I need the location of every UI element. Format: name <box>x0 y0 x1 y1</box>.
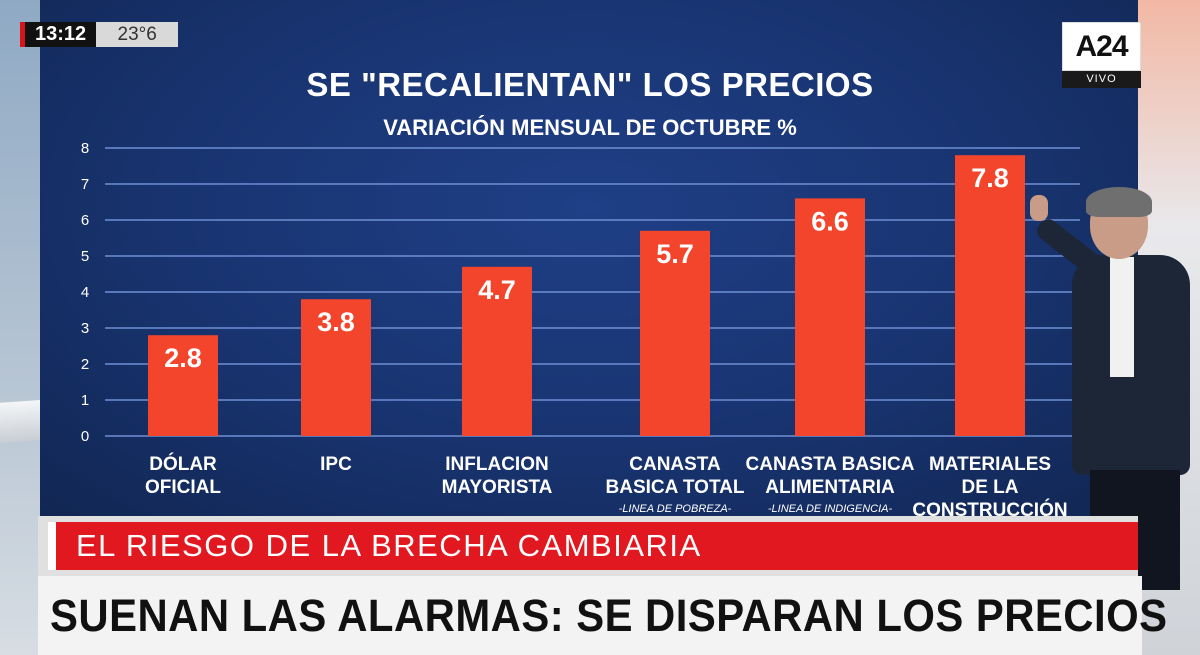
studio-background-left <box>0 0 40 655</box>
category-label: MAYORISTA <box>442 477 553 498</box>
y-axis-ticks: 0 1 2 3 4 5 6 7 8 <box>81 140 89 445</box>
logo-box: A24 <box>1062 22 1141 71</box>
bar <box>462 266 532 436</box>
category-label: DE LA <box>962 477 1019 498</box>
bar-value-label: 7.8 <box>971 163 1009 193</box>
y-tick-label: 0 <box>81 428 89 445</box>
clock-time: 13:12 <box>20 22 97 47</box>
presenter-hand <box>1030 195 1048 221</box>
bar-chart: SE "RECALIENTAN" LOS PRECIOS VARIACIÓN M… <box>81 66 1080 520</box>
chart-subtitle: VARIACIÓN MENSUAL DE OCTUBRE % <box>383 115 797 140</box>
bar-value-label: 5.7 <box>656 239 694 269</box>
bar-value-label: 6.6 <box>811 206 849 236</box>
y-tick-label: 1 <box>81 392 89 409</box>
y-tick-label: 2 <box>81 356 89 373</box>
category-label: IPC <box>320 454 352 475</box>
bars: 2.8 3.8 4.7 5.7 6.6 7.8 <box>148 155 1025 436</box>
bar-value-label: 4.7 <box>478 275 516 305</box>
temperature: 23°6 <box>96 22 179 47</box>
category-label: CONSTRUCCIÓN <box>912 499 1067 520</box>
lower-third-section: EL RIESGO DE LA BRECHA CAMBIARIA <box>38 516 1138 576</box>
section-banner: EL RIESGO DE LA BRECHA CAMBIARIA <box>48 522 1138 570</box>
chart-title: SE "RECALIENTAN" LOS PRECIOS <box>306 66 873 103</box>
y-tick-label: 3 <box>81 320 89 337</box>
grid-lines <box>105 147 1080 437</box>
headline: SUENAN LAS ALARMAS: SE DISPARAN LOS PREC… <box>50 590 1168 641</box>
category-label: MATERIALES <box>929 454 1051 475</box>
y-tick-label: 7 <box>81 176 89 193</box>
category-label: INFLACION <box>445 454 548 475</box>
bar <box>640 230 710 436</box>
section-title: EL RIESGO DE LA BRECHA CAMBIARIA <box>76 528 702 563</box>
category-note: -LINEA DE POBREZA- <box>619 503 732 515</box>
category-label: CANASTA <box>629 454 721 475</box>
category-note: -LINEA DE INDIGENCIA- <box>768 503 893 515</box>
bar <box>301 299 371 436</box>
category-label: OFICIAL <box>145 477 221 498</box>
y-tick-label: 6 <box>81 212 89 229</box>
bar <box>955 155 1025 436</box>
presenter-hair <box>1086 187 1152 217</box>
y-tick-label: 8 <box>81 140 89 157</box>
lower-third-headline: SUENAN LAS ALARMAS: SE DISPARAN LOS PREC… <box>38 576 1167 655</box>
category-label: BASICA TOTAL <box>606 477 745 498</box>
category-label: ALIMENTARIA <box>765 477 895 498</box>
bar <box>795 198 865 436</box>
y-tick-label: 4 <box>81 284 89 301</box>
bar-value-label: 3.8 <box>317 307 355 337</box>
chart-screen: SE "RECALIENTAN" LOS PRECIOS VARIACIÓN M… <box>40 0 1138 520</box>
bar <box>148 335 218 436</box>
category-label: CANASTA BASICA <box>746 454 915 475</box>
bar-value-label: 2.8 <box>164 343 202 373</box>
section-accent-bar <box>48 522 56 570</box>
category-label: DÓLAR <box>149 453 217 475</box>
channel-logo: A24 VIVO <box>1062 22 1141 88</box>
clock-widget: 13:12 23°6 <box>20 22 179 47</box>
live-label: VIVO <box>1062 71 1141 88</box>
y-tick-label: 5 <box>81 248 89 265</box>
presenter-shirt <box>1110 257 1134 377</box>
logo-text: A24 <box>1075 29 1128 63</box>
